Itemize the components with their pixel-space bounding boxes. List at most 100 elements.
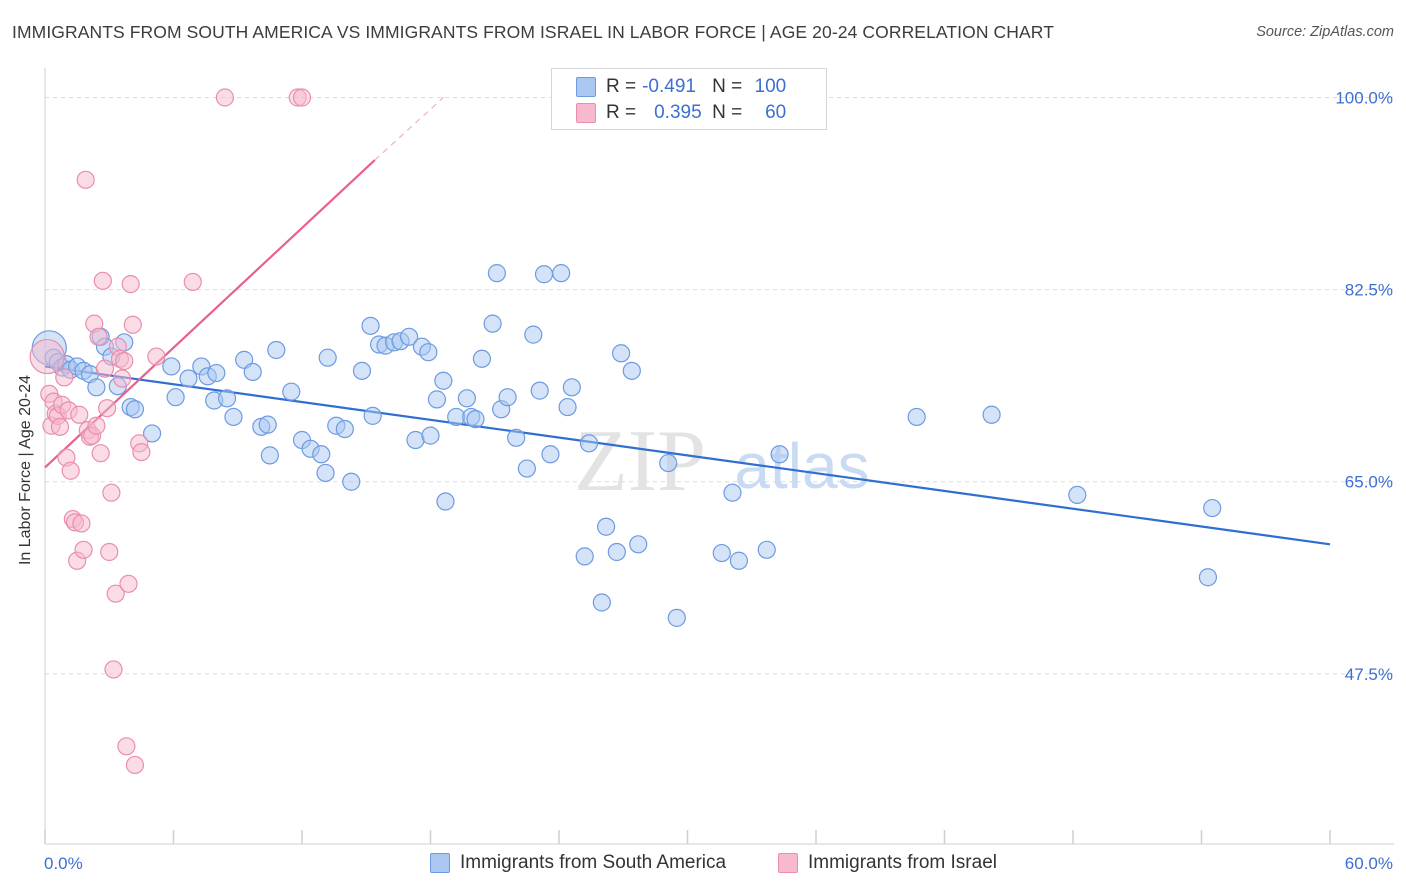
data-point-israel bbox=[117, 737, 136, 756]
data-point-israel bbox=[74, 540, 93, 559]
chart-source: Source: ZipAtlas.com bbox=[1256, 24, 1394, 40]
data-point-south-america bbox=[361, 316, 380, 335]
series-legend-israel: Immigrants from Israel bbox=[778, 852, 997, 874]
legend-r-value: 0.395 bbox=[654, 102, 702, 123]
data-point-south-america bbox=[575, 547, 594, 566]
data-point-south-america bbox=[1198, 568, 1218, 587]
trend-line-israel-extension bbox=[374, 97, 444, 161]
data-point-south-america bbox=[517, 459, 536, 478]
data-point-israel bbox=[100, 542, 119, 562]
axes bbox=[44, 68, 1394, 845]
data-point-israel bbox=[119, 574, 138, 593]
data-point-south-america bbox=[472, 349, 491, 368]
data-point-south-america bbox=[434, 371, 453, 390]
series-south-america-points bbox=[31, 264, 1222, 627]
data-point-israel bbox=[87, 416, 106, 435]
data-point-israel bbox=[98, 399, 117, 418]
legend-row-south-america: R = -0.491 N = 100 bbox=[576, 74, 786, 100]
data-point-south-america bbox=[258, 415, 277, 434]
data-point-south-america bbox=[363, 406, 382, 425]
data-point-south-america bbox=[427, 390, 447, 409]
legend-row-israel: R = 0.395 N = 60 bbox=[576, 100, 786, 126]
data-point-israel bbox=[29, 338, 65, 375]
legend-n-label: N = bbox=[712, 102, 743, 123]
watermark-atlas: atlas bbox=[734, 430, 869, 502]
y-tick-label: 82.5% bbox=[1345, 281, 1393, 300]
grid-lines bbox=[45, 97, 1394, 675]
data-point-south-america bbox=[498, 388, 517, 407]
data-point-israel bbox=[93, 271, 112, 290]
data-point-israel bbox=[132, 442, 151, 462]
data-point-israel bbox=[55, 368, 74, 387]
legend-r-label: R = bbox=[606, 76, 637, 97]
data-point-israel bbox=[183, 272, 202, 292]
legend-r-label: R = bbox=[606, 102, 637, 123]
trend-line-israel bbox=[44, 159, 376, 469]
data-point-south-america bbox=[217, 389, 237, 408]
trend-line-south-america bbox=[44, 365, 1331, 546]
data-point-south-america bbox=[1068, 485, 1087, 505]
data-point-south-america bbox=[207, 363, 226, 383]
data-point-south-america bbox=[562, 378, 581, 397]
data-point-south-america bbox=[312, 445, 331, 464]
data-point-israel bbox=[89, 327, 108, 346]
y-tick-label: 100.0% bbox=[1335, 89, 1393, 108]
series-legend-swatch-blue bbox=[430, 853, 450, 873]
data-point-south-america bbox=[552, 264, 571, 283]
data-point-south-america bbox=[541, 445, 560, 464]
legend-n-value: 100 bbox=[754, 76, 787, 97]
data-point-south-america bbox=[419, 343, 438, 362]
legend-n-label: N = bbox=[712, 76, 743, 97]
data-point-south-america bbox=[579, 434, 599, 453]
data-point-israel bbox=[121, 275, 140, 294]
data-point-israel bbox=[102, 483, 121, 502]
data-point-israel bbox=[104, 660, 123, 679]
series-legend-label: Immigrants from Israel bbox=[808, 852, 997, 873]
data-point-south-america bbox=[142, 424, 162, 443]
data-point-south-america bbox=[316, 463, 335, 483]
data-point-south-america bbox=[524, 325, 543, 344]
data-point-israel bbox=[70, 405, 89, 424]
data-point-israel bbox=[292, 88, 312, 107]
x-tick-label: 60.0% bbox=[1345, 854, 1393, 873]
legend-swatch-blue bbox=[576, 77, 596, 97]
x-tick-label: 0.0% bbox=[44, 854, 83, 873]
data-point-south-america bbox=[723, 483, 742, 502]
watermark: ZIP atlas bbox=[574, 413, 870, 510]
data-point-south-america bbox=[667, 608, 686, 627]
legend-swatch-pink bbox=[576, 103, 596, 123]
data-point-israel bbox=[76, 170, 95, 189]
data-point-south-america bbox=[335, 419, 354, 439]
data-point-south-america bbox=[87, 378, 106, 397]
series-legend-south-america: Immigrants from South America bbox=[430, 852, 726, 874]
data-point-south-america bbox=[421, 426, 440, 445]
data-point-israel bbox=[123, 315, 142, 334]
data-point-israel bbox=[95, 359, 115, 378]
data-point-south-america bbox=[487, 264, 506, 283]
data-point-south-america bbox=[558, 397, 577, 417]
data-point-south-america bbox=[267, 340, 286, 360]
y-tick-label: 47.5% bbox=[1345, 665, 1393, 684]
data-point-south-america bbox=[399, 327, 419, 346]
legend-n-value: 60 bbox=[765, 102, 787, 123]
watermark-zip: ZIP bbox=[574, 413, 706, 510]
data-point-israel bbox=[215, 88, 234, 107]
data-point-israel bbox=[50, 417, 70, 436]
data-point-south-america bbox=[282, 382, 301, 401]
data-point-south-america bbox=[597, 517, 616, 536]
data-point-south-america bbox=[466, 410, 485, 429]
data-point-south-america bbox=[612, 344, 631, 363]
data-point-south-america bbox=[770, 445, 789, 464]
data-point-south-america bbox=[352, 361, 372, 380]
data-point-south-america bbox=[907, 407, 926, 427]
data-point-south-america bbox=[712, 543, 731, 563]
data-point-israel bbox=[115, 351, 134, 371]
series-legend-swatch-pink bbox=[778, 853, 798, 873]
data-point-israel bbox=[91, 444, 110, 463]
data-point-south-america bbox=[622, 361, 641, 380]
data-point-south-america bbox=[457, 389, 477, 408]
trend-lines bbox=[44, 97, 1331, 546]
data-point-south-america bbox=[436, 492, 455, 511]
data-point-israel bbox=[61, 461, 80, 480]
data-point-israel bbox=[72, 514, 91, 533]
